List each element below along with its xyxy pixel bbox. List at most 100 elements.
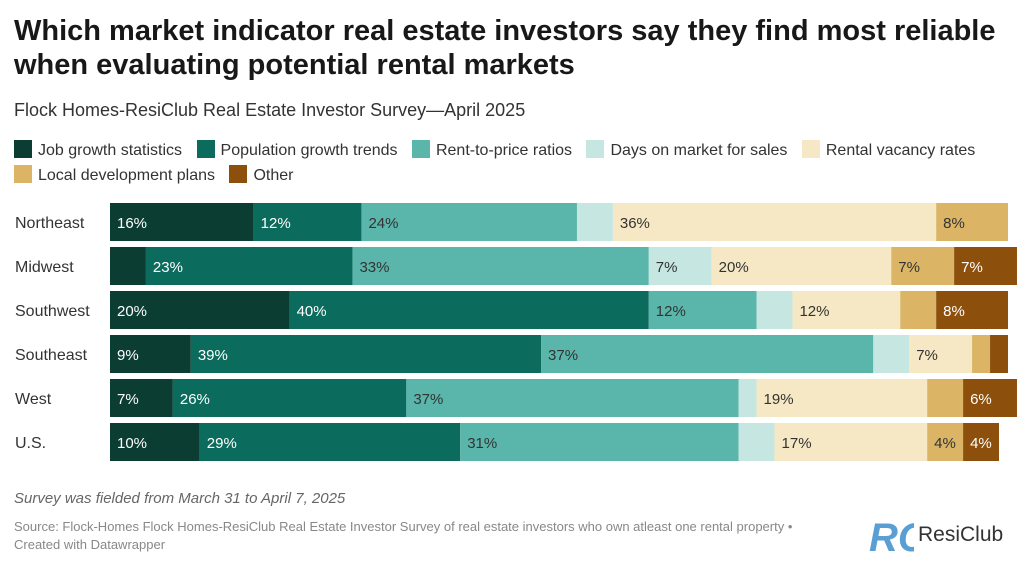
data-label: 23% [153, 259, 183, 276]
bar-segment [990, 335, 1008, 373]
bar-segment [927, 423, 964, 461]
legend-label: Days on market for sales [610, 142, 788, 159]
survey-note: Survey was fielded from March 31 to Apri… [14, 490, 346, 507]
bar-segment [711, 247, 892, 285]
data-label: 37% [548, 347, 578, 364]
bar-segment [110, 423, 200, 461]
data-label: 33% [359, 259, 389, 276]
data-label: 7% [916, 347, 938, 364]
data-label: 16% [117, 215, 147, 232]
legend-item: Local development plans [14, 165, 216, 184]
data-label: 7% [656, 259, 678, 276]
category-label: U.S. [15, 435, 46, 452]
bar-segment [576, 203, 613, 241]
legend-label: Other [253, 167, 294, 184]
chart-subtitle: Flock Homes-ResiClub Real Estate Investo… [14, 100, 526, 120]
bar-segment [361, 203, 577, 241]
bar-segment [756, 291, 793, 329]
bar-segment [900, 291, 937, 329]
bar-segment [199, 423, 461, 461]
data-label: 20% [719, 259, 749, 276]
bar-segment [110, 379, 173, 417]
data-label: 39% [198, 347, 228, 364]
bar-segment [909, 335, 973, 373]
bar-segment [110, 247, 146, 285]
legend-item: Days on market for sales [586, 140, 788, 159]
legend-item: Population growth trends [196, 140, 398, 159]
legend-item: Job growth statistics [14, 140, 183, 159]
resiclub-logo: RC ResiClub [868, 513, 1018, 560]
legend-swatch [586, 140, 605, 158]
bar-segment [110, 335, 191, 373]
bar-segment [352, 247, 649, 285]
legend-item: Rental vacancy rates [801, 140, 976, 159]
category-label: Midwest [15, 259, 74, 276]
bar-segment [253, 203, 362, 241]
legend: Job growth statistics Population growth … [14, 138, 1010, 188]
bar-segment [936, 203, 1008, 241]
legend-swatch [14, 140, 32, 158]
bar-segment [954, 247, 1017, 285]
bar-segment [648, 291, 757, 329]
data-label: 40% [297, 303, 327, 320]
bar-segment [927, 379, 964, 417]
bar-segment [963, 379, 1017, 417]
bar-segment [541, 335, 874, 373]
data-label: 12% [799, 303, 829, 320]
data-label: 24% [368, 215, 398, 232]
data-label: 20% [117, 303, 147, 320]
bar-segment [289, 291, 649, 329]
data-label: 37% [413, 391, 443, 408]
data-label: 8% [943, 215, 965, 232]
legend-label: Rent-to-price ratios [435, 142, 573, 159]
data-label: 12% [261, 215, 291, 232]
bar-segment [460, 423, 739, 461]
source-note: Source: Flock-Homes Flock Homes-ResiClub… [14, 519, 793, 552]
bar-segment [774, 423, 928, 461]
legend-label: Population growth trends [220, 142, 398, 159]
bar-segment [190, 335, 542, 373]
data-label: 19% [764, 391, 794, 408]
resiclub-logo-text: ResiClub [918, 523, 1004, 546]
bar-segment [738, 379, 757, 417]
data-label: 36% [620, 215, 650, 232]
bar-segment [738, 423, 775, 461]
data-label: 17% [782, 435, 812, 452]
legend-swatch [411, 140, 430, 158]
data-label: 12% [656, 303, 686, 320]
legend-item: Rent-to-price ratios [411, 140, 573, 159]
bar-segment [406, 379, 739, 417]
bar-segment [891, 247, 955, 285]
bar-segment [648, 247, 712, 285]
chart-title: Which market indicator real estate inves… [14, 15, 996, 81]
legend-label: Rental vacancy rates [825, 142, 976, 159]
data-label: 7% [117, 391, 139, 408]
data-label: 9% [117, 347, 139, 364]
data-label: 4% [934, 435, 956, 452]
legend-item: Other [229, 165, 294, 184]
bar-segment [145, 247, 353, 285]
bar-segment [963, 423, 1000, 461]
legend-swatch [196, 140, 215, 158]
data-label: 6% [970, 391, 992, 408]
legend-swatch [14, 165, 32, 183]
data-label: 10% [117, 435, 147, 452]
bar-segment [612, 203, 937, 241]
data-label: 31% [467, 435, 497, 452]
svg-text:RC: RC [869, 516, 914, 557]
resiclub-logo-icon: RC [868, 513, 928, 560]
data-label: 26% [180, 391, 210, 408]
category-label: West [15, 391, 52, 408]
bar-segment [172, 379, 407, 417]
bar-segment [110, 203, 254, 241]
data-label: 8% [943, 303, 965, 320]
bar-segment [936, 291, 1008, 329]
legend-swatch [801, 140, 820, 158]
legend-label: Job growth statistics [38, 142, 183, 159]
legend-label: Local development plans [38, 167, 216, 184]
legend-swatch [229, 165, 248, 183]
data-label: 4% [970, 435, 992, 452]
data-label: 29% [207, 435, 237, 452]
data-label: 7% [898, 259, 920, 276]
